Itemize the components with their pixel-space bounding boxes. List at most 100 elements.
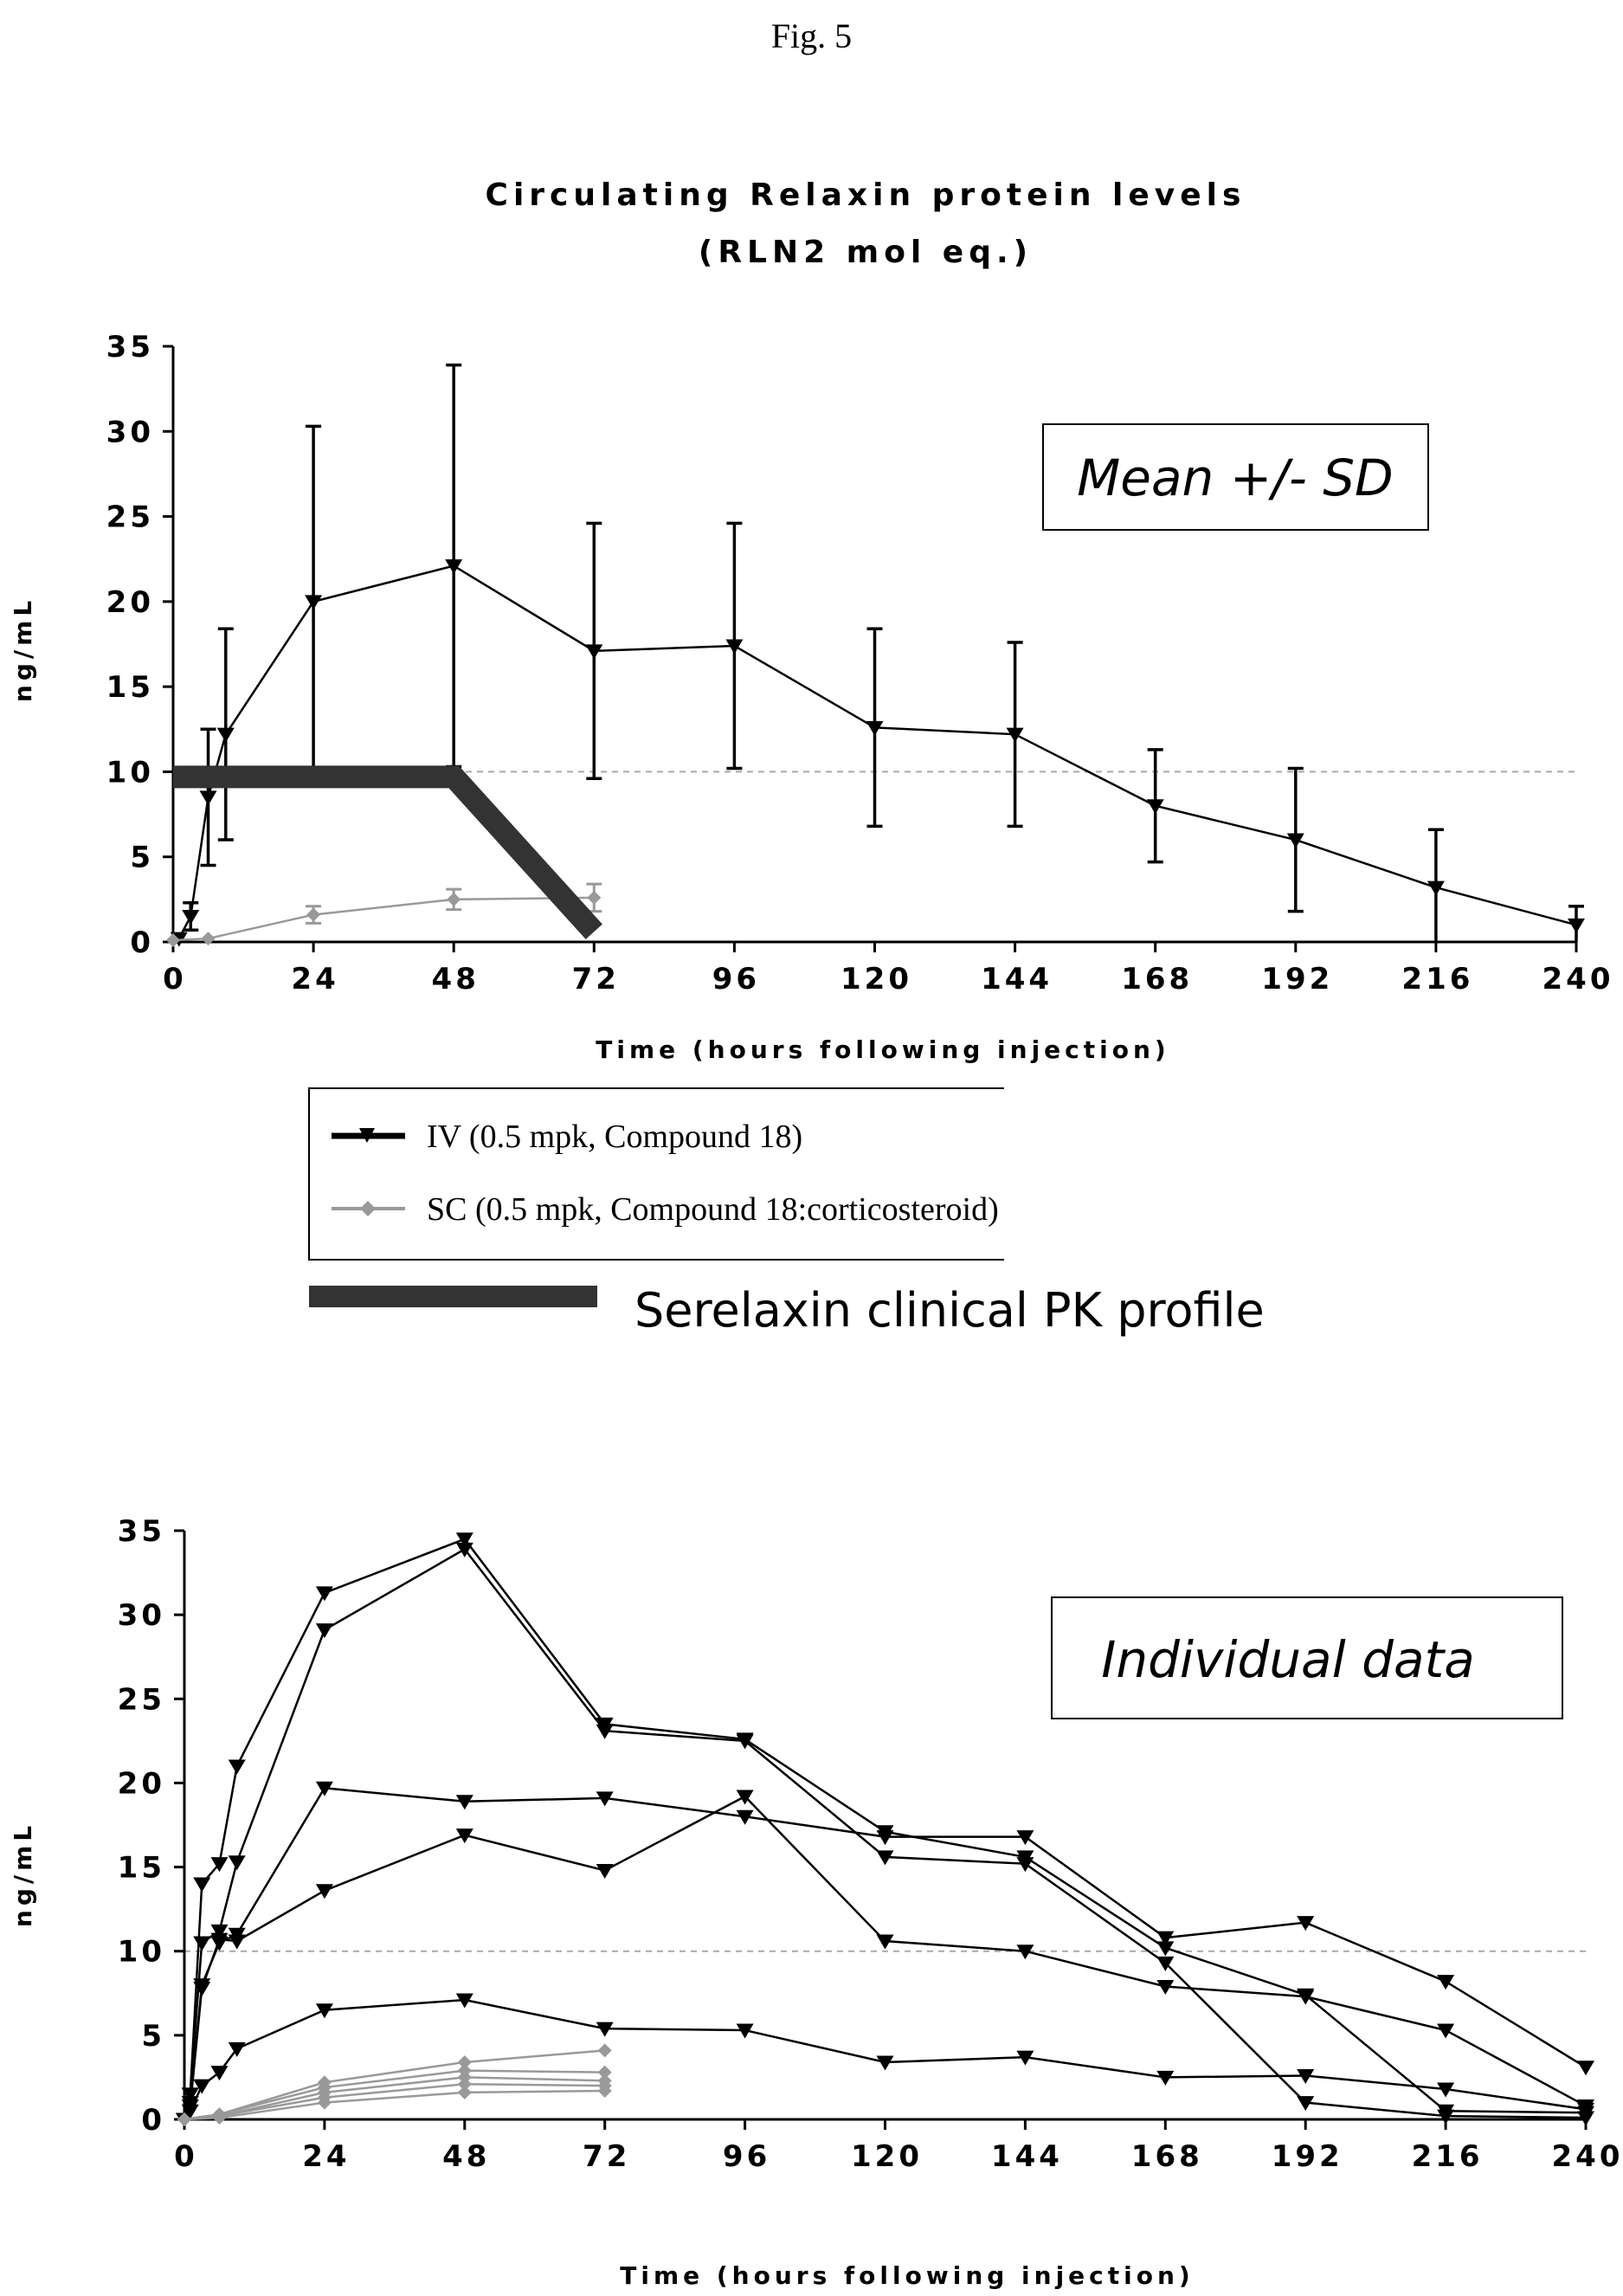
iv-data-point <box>736 1809 754 1825</box>
iv-data-point <box>228 1934 246 1950</box>
x-tick-label: 72 <box>583 2139 630 2174</box>
x-tick-label: 24 <box>291 962 338 996</box>
iv-data-point <box>315 2003 333 2019</box>
legend-sc-marker <box>360 1201 376 1216</box>
x-tick-label: 168 <box>1121 962 1193 996</box>
iv-data-point <box>445 559 463 575</box>
x-tick-label: 48 <box>432 962 480 996</box>
iv-data-point <box>1297 2068 1315 2084</box>
x-tick-label: 96 <box>723 2139 770 2174</box>
y-tick-label: 10 <box>106 755 154 790</box>
annotation-individual-data: Individual data <box>1101 1630 1475 1689</box>
sc-data-point <box>317 2095 332 2110</box>
sc-series-line <box>172 896 595 942</box>
iv-data-point <box>181 2104 199 2119</box>
x-axis-label-2: Time (hours following injection) <box>620 2261 1194 2290</box>
iv-data-point <box>596 1724 614 1739</box>
iv-data-point <box>876 1934 894 1950</box>
serelaxin-profile-line <box>173 765 602 939</box>
iv-data-point <box>1297 1990 1315 2005</box>
iv-data-point <box>866 720 884 736</box>
iv-data-point <box>315 1781 333 1796</box>
y-tick-label: 10 <box>118 1935 165 1970</box>
iv-data-point <box>1437 2109 1455 2125</box>
iv-data-point <box>210 1932 229 1948</box>
iv-data-point <box>315 1586 333 1602</box>
x-tick-label: 216 <box>1412 2139 1484 2174</box>
x-tick-label: 144 <box>991 2139 1063 2174</box>
x-tick-label: 168 <box>1131 2139 1203 2174</box>
iv-data-point <box>596 1863 614 1879</box>
iv-data-point <box>1156 1980 1175 1996</box>
iv-data-point <box>1006 727 1024 743</box>
iv-series-line <box>177 564 1577 939</box>
legend-serelaxin-swatch <box>309 1286 597 1307</box>
iv-data-point <box>228 1759 246 1775</box>
sc-data-point <box>597 2065 612 2080</box>
iv-data-point <box>1016 1830 1034 1846</box>
iv-data-point <box>736 1790 754 1805</box>
iv-data-point <box>455 1542 473 1558</box>
sc-data-point <box>597 2043 612 2058</box>
sc-data-point <box>447 892 461 906</box>
iv-data-point <box>585 644 603 660</box>
iv-data-point <box>210 1857 229 1873</box>
iv-data-point <box>1156 2070 1175 2086</box>
iv-data-point <box>1146 799 1164 815</box>
y-tick-label: 35 <box>106 330 154 364</box>
sc-data-point <box>177 2112 191 2126</box>
y-axis-label: ng/mL <box>9 597 37 702</box>
iv-data-point <box>1577 2111 1594 2126</box>
sc-data-point <box>457 2085 472 2099</box>
iv-data-point <box>228 1855 246 1871</box>
x-tick-label: 120 <box>840 962 912 996</box>
y-axis-label-2: ng/mL <box>9 1822 37 1927</box>
iv-data-point <box>455 1993 473 2009</box>
x-tick-label: 120 <box>851 2139 923 2174</box>
iv-data-point <box>1016 2050 1034 2066</box>
iv-data-point <box>193 1877 211 1893</box>
x-tick-label: 48 <box>442 2139 490 2174</box>
iv-data-point <box>1427 880 1445 896</box>
iv-data-point <box>1437 2082 1455 2098</box>
iv-data-point <box>1437 1975 1455 1990</box>
iv-data-point <box>876 2055 894 2071</box>
sc-data-point <box>201 932 216 946</box>
x-tick-label: 0 <box>163 962 187 996</box>
iv-data-point <box>876 1850 894 1866</box>
y-tick-label: 25 <box>106 500 154 535</box>
iv-data-point <box>725 639 744 655</box>
iv-data-point <box>455 1795 473 1810</box>
iv-data-point <box>210 1924 229 1939</box>
individual-chart: Individual data 0 5 10 15 20 25 30 35 0 24 48 72 96 1… <box>9 1514 1623 2290</box>
iv-data-point <box>1016 1857 1034 1873</box>
x-tick-label: 240 <box>1552 2139 1623 2174</box>
iv-data-point <box>876 1830 894 1846</box>
sc-data-point <box>306 907 321 922</box>
iv-data-point <box>736 1734 754 1750</box>
iv-data-point <box>1156 1956 1175 1971</box>
sc-data-point <box>587 890 602 905</box>
iv-data-point <box>228 2041 246 2057</box>
iv-data-point <box>1577 2061 1594 2076</box>
y-tick-label: 15 <box>118 1851 165 1886</box>
y-tick-label: 35 <box>118 1514 165 1549</box>
y-tick-label: 15 <box>106 670 154 705</box>
iv-data-point <box>1156 1941 1175 1957</box>
iv-data-point <box>216 727 235 743</box>
x-axis-label: Time (hours following injection) <box>596 1035 1169 1064</box>
x-tick-label: 192 <box>1261 962 1333 996</box>
iv-data-point <box>193 1936 211 1951</box>
legend-iv-label: IV (0.5 mpk, Compound 18) <box>427 1119 802 1155</box>
x-tick-label: 216 <box>1401 962 1473 996</box>
y-tick-label: 20 <box>118 1766 165 1801</box>
y-tick-label: 0 <box>130 925 154 960</box>
legend-sc-label: SC (0.5 mpk, Compound 18:corticosteroid) <box>427 1191 999 1228</box>
chart-title: Circulating Relaxin protein levels <box>486 177 1246 213</box>
y-tick-label: 5 <box>130 841 154 875</box>
y-tick-label: 25 <box>118 1682 165 1717</box>
y-tick-label: 0 <box>141 2103 165 2138</box>
iv-data-point <box>1016 1945 1034 1960</box>
iv-data-point <box>596 2022 614 2037</box>
